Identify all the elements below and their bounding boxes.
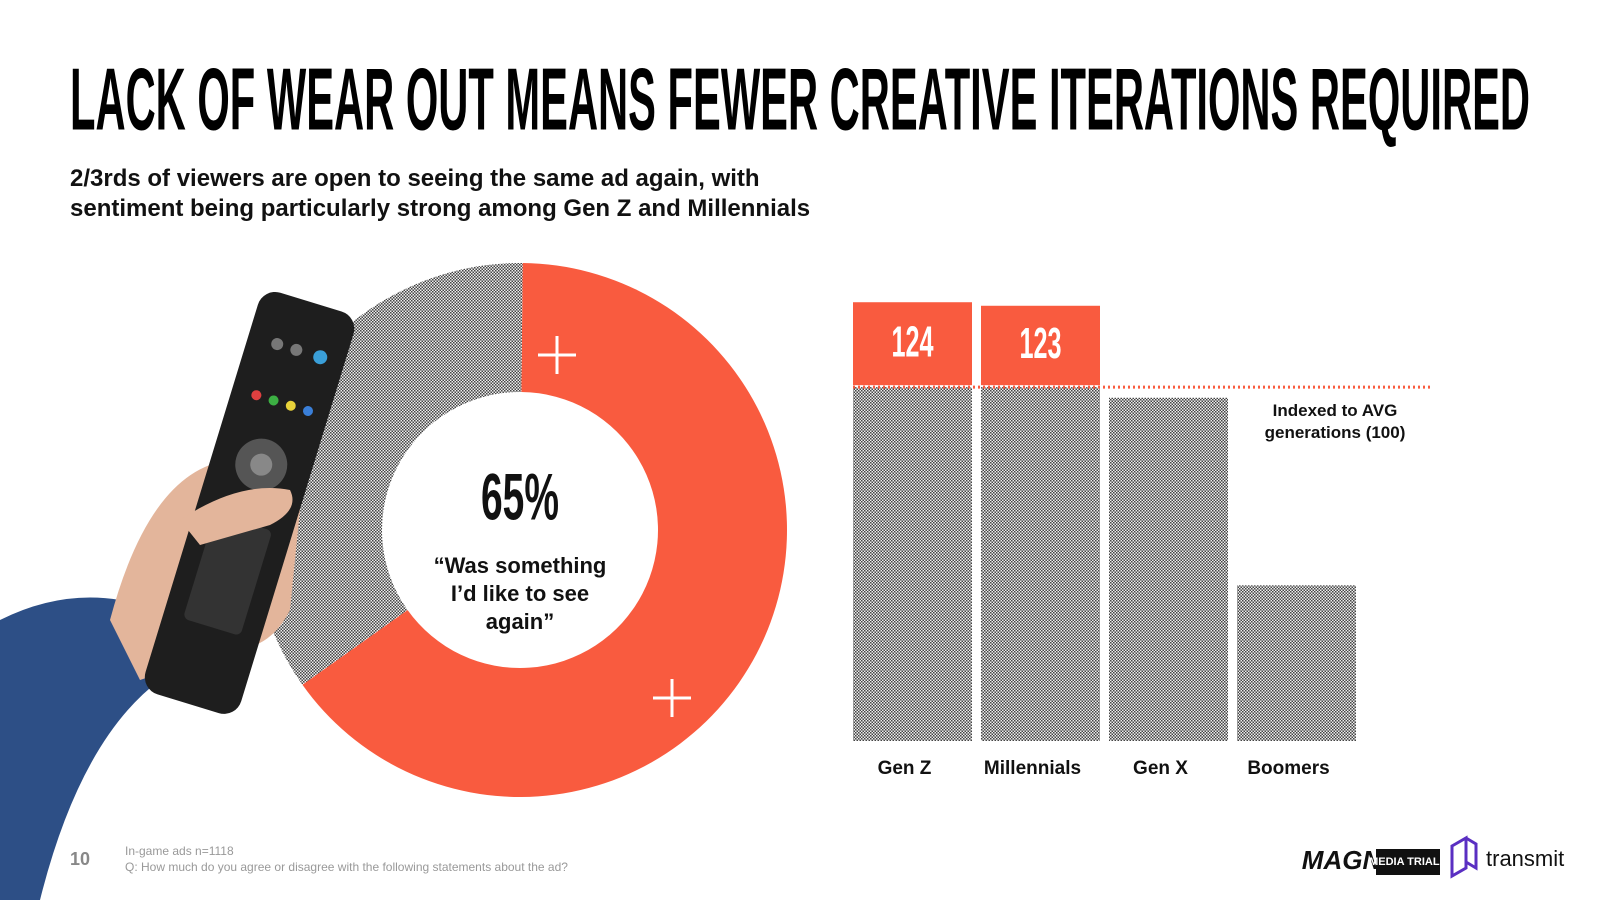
subtitle-line: 2/3rds of viewers are open to seeing the… bbox=[70, 165, 760, 192]
donut-segment bbox=[302, 263, 787, 798]
donut-annotation: “Was something I’d like to see again” bbox=[433, 553, 607, 634]
bar-value-label: 123 bbox=[1020, 319, 1062, 368]
subtitle-line: sentiment being particularly strong amon… bbox=[70, 195, 811, 222]
bar bbox=[981, 387, 1100, 741]
x-tick-label: Millennials bbox=[984, 758, 1081, 779]
donut-center-label: 65% bbox=[481, 459, 559, 533]
logo-box bbox=[1376, 849, 1440, 875]
slide-title: LACK OF WEAR OUT MEANS FEWER CREATIVE IT… bbox=[70, 49, 1530, 148]
bar bbox=[1237, 585, 1356, 741]
bar-chart: 124 Gen Z 123 Millennials Gen X Boomers bbox=[853, 302, 1430, 779]
bar bbox=[853, 387, 972, 741]
footnote: Q: How much do you agree or disagree wit… bbox=[125, 860, 568, 874]
bar-above-reference bbox=[853, 302, 972, 386]
bar bbox=[1109, 397, 1228, 741]
bar-value-label: 124 bbox=[892, 317, 934, 366]
x-tick-label: Boomers bbox=[1247, 758, 1329, 779]
subtitle: 2/3rds of viewers are open to seeing the… bbox=[70, 164, 810, 224]
logo-media-trials: MEDIA TRIALS bbox=[1369, 856, 1447, 868]
reference-label: Indexed to AVG generations (100) bbox=[1264, 401, 1406, 442]
page-number: 10 bbox=[70, 849, 90, 869]
decor-plus bbox=[538, 336, 691, 717]
bar-above-reference bbox=[981, 305, 1100, 386]
x-tick-label: Gen Z bbox=[878, 758, 932, 779]
logo-transmit: transmit bbox=[1486, 846, 1564, 871]
logo-icon bbox=[1450, 835, 1478, 879]
x-tick-label: Gen X bbox=[1133, 758, 1188, 779]
remote-illustration bbox=[0, 291, 355, 900]
footnote: In-game ads n=1118 bbox=[125, 844, 234, 858]
